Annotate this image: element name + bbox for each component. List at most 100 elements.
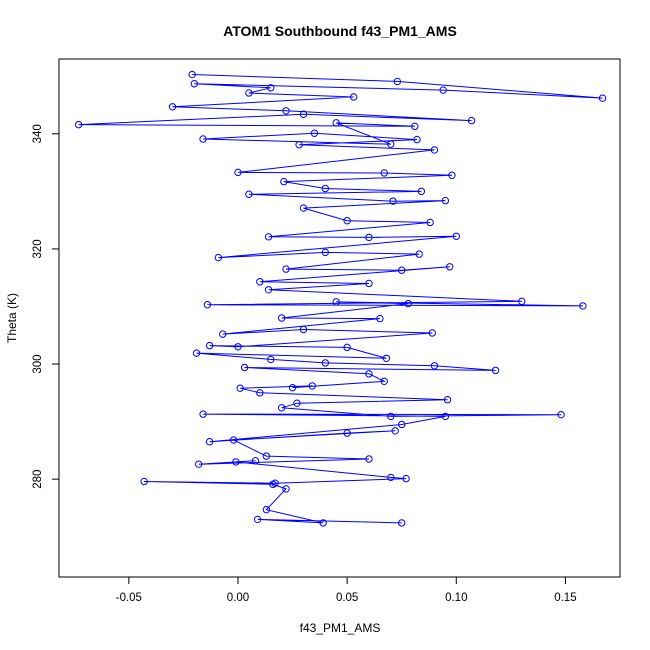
y-tick-label: 300: [32, 354, 44, 373]
data-point: [269, 480, 277, 489]
x-axis: -0.05 0.00 0.05 0.10 0.15: [116, 577, 577, 604]
data-point: [448, 171, 456, 179]
data-point: [398, 519, 406, 527]
y-tick-label: 320: [32, 239, 44, 258]
data-point: [443, 396, 452, 404]
data-point: [232, 458, 240, 466]
data-point: [321, 359, 330, 367]
data-point: [452, 232, 460, 240]
data-point: [280, 177, 288, 186]
data-point: [295, 141, 303, 149]
data-point: [168, 103, 177, 111]
data-point: [199, 410, 207, 418]
data-point: [282, 485, 290, 493]
data-point: [140, 477, 148, 486]
data-point: [199, 135, 207, 143]
data-point: [417, 187, 426, 196]
data-point: [288, 383, 297, 392]
data-point: [343, 429, 351, 437]
x-tick-label: 0.05: [336, 592, 358, 604]
data-point: [391, 427, 399, 435]
data-point: [518, 297, 526, 306]
y-axis-label: Theta (K): [5, 293, 19, 343]
y-axis: 280 300 320 340: [32, 124, 59, 489]
data-point: [262, 452, 271, 460]
data-point: [491, 366, 500, 375]
data-point: [256, 389, 264, 397]
data-point: [205, 341, 214, 350]
data-point: [411, 122, 419, 131]
data-point: [188, 70, 196, 79]
data-point: [382, 354, 391, 362]
data-point: [299, 204, 308, 212]
data-point: [214, 253, 223, 262]
data-point: [439, 86, 447, 94]
x-axis-label: f43_PM1_AMS: [300, 621, 381, 635]
data-point: [349, 93, 358, 101]
data-point: [262, 505, 271, 514]
data-point: [579, 302, 587, 310]
data-point: [234, 168, 242, 177]
data-point: [376, 314, 384, 323]
data-point: [240, 363, 249, 372]
data-point: [332, 119, 340, 127]
data-point: [310, 129, 319, 137]
data-point: [365, 370, 373, 378]
x-tick-label: 0.00: [227, 592, 249, 604]
data-point: [365, 279, 373, 288]
x-tick-label: 0.15: [554, 592, 576, 604]
data-point: [299, 110, 308, 118]
data-point: [74, 120, 83, 129]
data-point: [415, 250, 423, 258]
data-point: [277, 404, 286, 412]
chart-title: ATOM1 Southbound f43_PM1_AMS: [223, 23, 457, 39]
data-point: [293, 399, 301, 407]
data-point: [398, 266, 406, 274]
data-point: [557, 410, 565, 419]
y-tick-label: 280: [32, 470, 44, 489]
data-point: [282, 107, 290, 115]
data-point: [299, 325, 308, 334]
data-point: [219, 330, 227, 338]
data-point: [389, 197, 397, 205]
data-point: [413, 135, 421, 144]
x-tick-label: 0.10: [445, 592, 467, 604]
data-point: [365, 233, 373, 242]
data-point: [387, 412, 395, 421]
data-point: [598, 94, 607, 102]
data-point: [402, 474, 410, 483]
data-point: [308, 382, 316, 390]
data-point: [404, 299, 412, 308]
data-point: [380, 169, 388, 177]
data-point: [251, 457, 260, 465]
data-point: [245, 190, 253, 198]
data-point: [343, 343, 351, 352]
data-point: [205, 438, 214, 446]
data-point: [332, 298, 340, 306]
data-point: [282, 265, 290, 273]
data-point: [387, 473, 395, 482]
y-tick-label: 340: [32, 124, 44, 143]
data-point: [387, 140, 395, 148]
data-series: [74, 70, 607, 527]
data-point: [192, 349, 201, 357]
data-point: [398, 420, 406, 429]
data-point: [467, 116, 476, 125]
data-point: [256, 278, 264, 286]
data-point: [195, 460, 203, 468]
data-point: [446, 263, 454, 271]
data-point: [203, 301, 212, 309]
data-point: [393, 77, 402, 86]
data-point: [264, 233, 273, 241]
data-point: [321, 248, 330, 257]
data-point: [234, 343, 242, 351]
data-point: [267, 84, 275, 92]
data-point: [441, 196, 450, 205]
data-point: [236, 384, 244, 392]
data-point: [430, 146, 439, 154]
x-tick-label: -0.05: [116, 592, 142, 604]
data-point: [253, 515, 262, 524]
data-point: [245, 89, 253, 97]
data-point: [365, 455, 373, 463]
